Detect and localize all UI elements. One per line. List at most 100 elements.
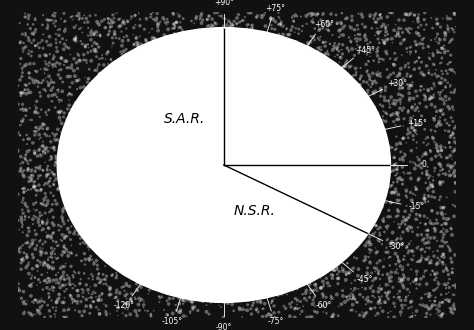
Point: [104, 49, 111, 54]
Point: [322, 206, 330, 212]
Point: [45, 74, 53, 79]
Point: [420, 236, 428, 242]
Point: [271, 263, 279, 268]
Point: [371, 182, 379, 187]
Point: [192, 182, 200, 187]
Point: [77, 230, 84, 235]
Point: [17, 245, 24, 250]
Point: [451, 174, 458, 179]
Point: [102, 247, 109, 252]
Point: [28, 273, 36, 279]
Point: [400, 272, 407, 278]
Point: [48, 155, 55, 160]
Point: [382, 119, 390, 124]
Point: [295, 224, 303, 230]
Point: [65, 165, 73, 170]
Point: [187, 108, 194, 114]
Point: [275, 211, 283, 216]
Point: [405, 26, 413, 31]
Point: [207, 30, 214, 36]
Point: [75, 113, 83, 118]
Point: [421, 200, 429, 205]
Point: [284, 37, 292, 43]
Point: [391, 192, 399, 197]
Point: [363, 170, 371, 175]
Point: [350, 245, 357, 250]
Point: [88, 44, 96, 49]
Point: [93, 83, 101, 89]
Point: [251, 169, 258, 175]
Point: [395, 225, 403, 230]
Point: [438, 212, 446, 217]
Point: [195, 36, 203, 42]
Point: [171, 61, 179, 67]
Point: [215, 239, 223, 244]
Point: [133, 145, 141, 150]
Point: [408, 83, 415, 88]
Point: [310, 34, 317, 40]
Point: [277, 21, 284, 26]
Point: [165, 225, 173, 230]
Point: [118, 43, 126, 49]
Point: [438, 238, 446, 244]
Point: [58, 264, 66, 269]
Point: [413, 59, 420, 64]
Point: [106, 67, 114, 72]
Point: [32, 16, 39, 21]
Point: [407, 256, 415, 262]
Point: [45, 83, 52, 88]
Point: [36, 213, 44, 218]
Point: [131, 295, 139, 300]
Point: [189, 137, 196, 143]
Point: [121, 288, 128, 294]
Point: [226, 93, 233, 99]
Point: [382, 224, 390, 229]
Point: [399, 267, 406, 272]
Point: [438, 167, 446, 173]
Point: [295, 197, 302, 203]
Point: [208, 98, 216, 104]
Point: [70, 204, 77, 209]
Point: [404, 131, 411, 137]
Point: [137, 142, 144, 147]
Point: [331, 96, 339, 101]
Point: [341, 122, 349, 127]
Point: [347, 40, 355, 45]
Point: [53, 156, 60, 161]
Point: [270, 296, 277, 302]
Point: [444, 23, 451, 28]
Point: [302, 132, 310, 137]
Point: [221, 180, 228, 185]
Point: [337, 133, 345, 139]
Point: [133, 263, 141, 268]
Point: [236, 131, 243, 137]
Point: [250, 215, 258, 220]
Point: [446, 299, 453, 304]
Point: [196, 42, 203, 48]
Point: [405, 91, 413, 96]
Point: [31, 275, 39, 280]
Text: +15°: +15°: [407, 118, 427, 128]
Point: [117, 142, 125, 148]
Point: [164, 27, 172, 32]
Point: [420, 196, 428, 201]
Point: [229, 85, 237, 90]
Point: [387, 254, 394, 260]
Point: [199, 296, 207, 302]
Point: [239, 49, 247, 54]
Point: [297, 121, 305, 126]
Point: [64, 181, 72, 186]
Point: [120, 54, 128, 59]
Point: [402, 294, 410, 300]
Point: [94, 127, 101, 132]
Point: [335, 275, 342, 280]
Point: [51, 62, 58, 67]
Point: [372, 150, 379, 156]
Point: [373, 266, 380, 271]
Point: [294, 44, 302, 49]
Point: [26, 81, 33, 86]
Point: [419, 42, 427, 47]
Point: [439, 111, 447, 116]
Point: [322, 68, 330, 73]
Point: [441, 128, 449, 133]
